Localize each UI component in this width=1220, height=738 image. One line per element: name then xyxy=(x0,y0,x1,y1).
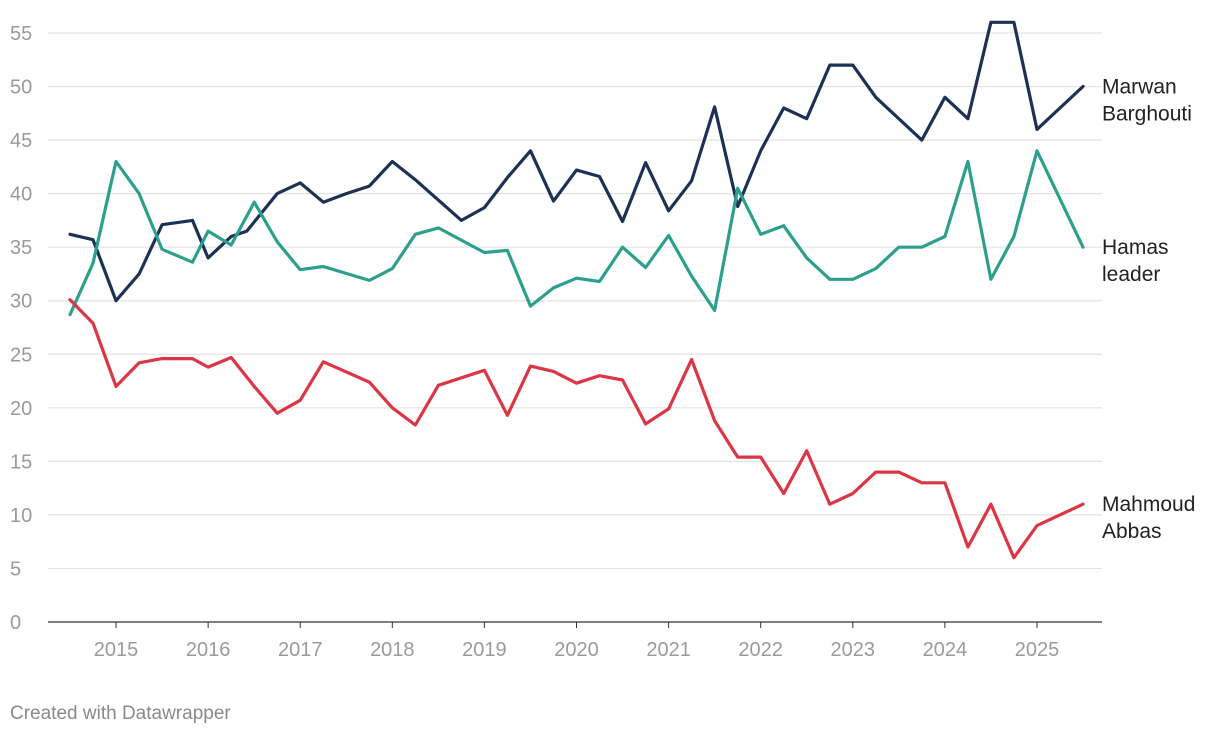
series-label-marwan-barghouti: Marwan Barghouti xyxy=(1102,76,1192,126)
series-label-hamas-leader: Hamas leader xyxy=(1102,236,1169,286)
y-tick-label-15: 15 xyxy=(10,451,32,473)
series-lines xyxy=(68,20,1085,560)
series-label-line: leader xyxy=(1102,263,1160,286)
series-label-line: Marwan xyxy=(1102,76,1177,99)
y-tick-label-45: 45 xyxy=(10,130,32,152)
credit-text: Created with Datawrapper xyxy=(10,703,231,724)
x-tick-label-2021: 2021 xyxy=(646,639,691,661)
series-label-line: Hamas xyxy=(1102,236,1169,259)
x-tick-label-2024: 2024 xyxy=(923,639,968,661)
series-line-hamas-leader xyxy=(68,149,1085,317)
y-tick-label-25: 25 xyxy=(10,344,32,366)
x-tick-label-2019: 2019 xyxy=(462,639,507,661)
x-tick-label-2016: 2016 xyxy=(186,639,231,661)
x-tick-label-2020: 2020 xyxy=(554,639,599,661)
series-labels: Marwan Barghouti Hamas leader Mahmoud Abbas xyxy=(1102,76,1195,544)
gridlines xyxy=(48,32,1102,623)
series-label-mahmoud-abbas: Mahmoud Abbas xyxy=(1102,493,1195,543)
x-tick-label-2018: 2018 xyxy=(370,639,415,661)
x-tick-label-2025: 2025 xyxy=(1015,639,1060,661)
y-tick-label-55: 55 xyxy=(10,23,32,45)
y-tick-label-10: 10 xyxy=(10,505,32,527)
y-tick-label-35: 35 xyxy=(10,237,32,259)
series-line-mahmoud-abbas xyxy=(68,298,1085,560)
y-tick-label-0: 0 xyxy=(10,612,21,634)
y-tick-label-20: 20 xyxy=(10,398,32,420)
y-tick-label-5: 5 xyxy=(10,558,21,580)
x-axis-ticks: 2015 2016 2017 2018 2019 2020 2021 2022 2023 2024… xyxy=(94,622,1059,661)
y-tick-label-40: 40 xyxy=(10,184,32,206)
series-line-marwan-barghouti xyxy=(68,20,1085,303)
x-tick-label-2017: 2017 xyxy=(278,639,323,661)
series-label-line: Mahmoud xyxy=(1102,493,1195,516)
y-axis-ticks: 0 5 10 15 20 25 30 35 40 45 50 55 xyxy=(10,23,32,634)
x-tick-label-2022: 2022 xyxy=(738,639,783,661)
y-tick-label-30: 30 xyxy=(10,291,32,313)
series-label-line: Barghouti xyxy=(1102,103,1192,126)
x-tick-label-2023: 2023 xyxy=(831,639,876,661)
x-tick-label-2015: 2015 xyxy=(94,639,139,661)
y-tick-label-50: 50 xyxy=(10,77,32,99)
series-label-line: Abbas xyxy=(1102,520,1162,543)
